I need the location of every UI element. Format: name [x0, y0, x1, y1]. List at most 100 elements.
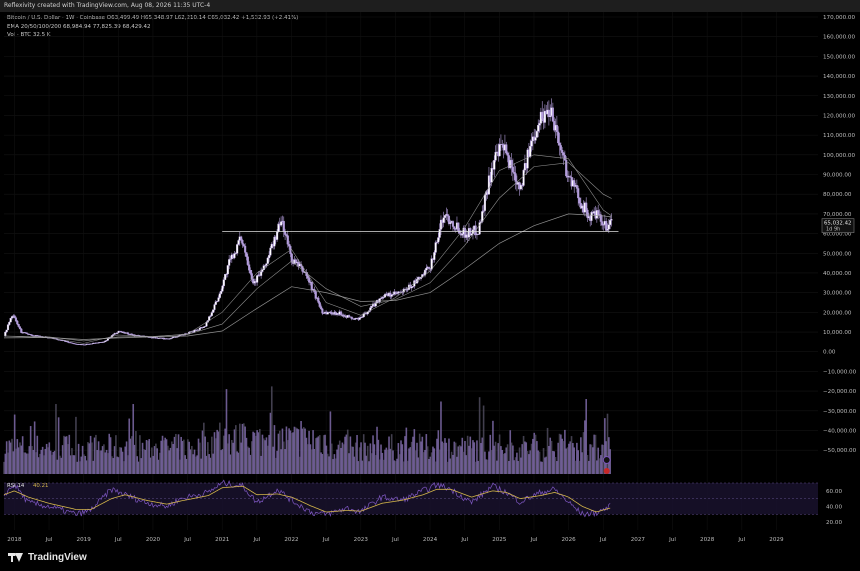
candle-body	[322, 313, 325, 315]
candle-body	[90, 343, 93, 345]
volume-bar	[80, 456, 83, 474]
volume-bar	[180, 436, 182, 474]
price-tick-label: 30,000.00	[823, 291, 852, 297]
volume-bar	[225, 389, 228, 474]
candle-body	[210, 312, 213, 316]
volume-bar	[192, 454, 194, 474]
candle-body	[340, 311, 343, 316]
volume-bar	[55, 404, 57, 474]
attribution-text: Reflexivity created with TradingView.com…	[4, 2, 211, 9]
candle-body	[6, 324, 10, 331]
volume-bar	[95, 434, 97, 474]
legend-ema[interactable]: EMA 20/50/100/200 68,984.94 77,825.39 68…	[7, 23, 151, 30]
time-tick-label: 2025	[492, 537, 507, 543]
volume-bar	[116, 456, 119, 474]
volume-bar	[213, 432, 216, 474]
time-tick-label: 2026	[561, 537, 576, 543]
volume-bar	[216, 429, 218, 474]
volume-bar	[163, 440, 165, 474]
volume-bar	[5, 441, 8, 474]
tradingview-logo[interactable]: TradingView	[8, 552, 87, 563]
volume-bar	[215, 438, 217, 474]
volume-bar	[135, 431, 137, 474]
volume-bar	[570, 436, 573, 474]
candle-body	[538, 123, 541, 126]
time-tick-label: Jul	[668, 537, 676, 543]
volume-bar	[24, 452, 27, 474]
candle-body	[451, 221, 455, 227]
volume-bar	[376, 426, 378, 474]
candle-body	[490, 168, 493, 183]
volume-bar	[39, 453, 41, 474]
volume-bar	[177, 434, 180, 474]
candle-body	[13, 315, 16, 319]
candle-body	[4, 331, 7, 337]
volume-bar	[231, 440, 233, 474]
volume-bar	[476, 440, 478, 474]
volume-bar	[438, 449, 441, 474]
volume-bar	[93, 437, 96, 474]
volume-bar	[124, 446, 127, 474]
volume-bar	[84, 455, 87, 474]
volume-bar	[568, 443, 570, 474]
volume-bar	[444, 438, 446, 474]
price-tick-label: 120,000.00	[823, 113, 855, 119]
volume-bar	[125, 441, 128, 474]
volume-bar	[273, 425, 276, 474]
volume-bar	[92, 460, 95, 474]
volume-bar	[325, 445, 328, 474]
volume-bar	[510, 442, 513, 474]
volume-bar	[320, 452, 322, 474]
volume-bar	[189, 449, 192, 474]
candle-body	[5, 329, 8, 333]
volume-bar	[348, 453, 350, 474]
candle-body	[578, 197, 581, 204]
volume-bar	[119, 447, 121, 474]
candle-body	[358, 317, 361, 320]
candle-body	[248, 264, 251, 271]
legend-symbol[interactable]: Bitcoin / U.S. Dollar · 1W · Coinbase	[7, 15, 106, 21]
volume-bar	[442, 442, 445, 474]
volume-bar	[392, 450, 394, 474]
candle-body	[306, 275, 309, 279]
volume-bar	[564, 429, 566, 474]
volume-bar	[160, 440, 163, 474]
volume-bar	[509, 430, 512, 474]
volume-bar	[314, 438, 317, 474]
candle-body	[169, 338, 172, 340]
candle-body	[214, 301, 217, 305]
volume-bar	[388, 436, 390, 474]
candle-body	[493, 160, 496, 170]
volume-bar	[302, 427, 305, 474]
volume-bar	[577, 450, 579, 474]
volume-bar	[88, 443, 91, 474]
candle-body	[569, 176, 572, 178]
price-tick-label: 110,000.00	[823, 133, 855, 139]
time-tick-label: 2019	[77, 537, 92, 543]
volume-bar	[586, 454, 589, 474]
volume-bar	[132, 404, 135, 474]
price-tick-label: 0.00	[823, 350, 836, 356]
volume-bar	[506, 444, 509, 474]
candle-body	[541, 111, 544, 119]
volume-bar	[390, 434, 393, 474]
volume-bar	[556, 461, 558, 474]
volume-bar	[534, 434, 537, 474]
tradingview-brand-name: TradingView	[28, 552, 87, 563]
volume-bar	[565, 448, 568, 474]
volume-bar	[247, 446, 249, 474]
volume-bar	[227, 443, 229, 474]
legend-volume[interactable]: Vol · BTC 32.5 K	[7, 32, 51, 38]
volume-bar	[25, 453, 28, 474]
time-tick-label: Jul	[530, 537, 538, 543]
candle-body	[586, 209, 589, 219]
volume-bar	[286, 440, 289, 474]
chart-canvas[interactable]: 170,000.00 160,000.00 150,000.00 140,000.00…	[0, 12, 860, 547]
candle-body	[209, 315, 212, 317]
volume-bar	[377, 439, 380, 474]
volume-bar	[101, 446, 104, 474]
candle-body	[510, 160, 513, 168]
candle-body	[114, 333, 117, 335]
candle-body	[282, 220, 285, 232]
price-tick-label: 160,000.00	[823, 35, 855, 41]
